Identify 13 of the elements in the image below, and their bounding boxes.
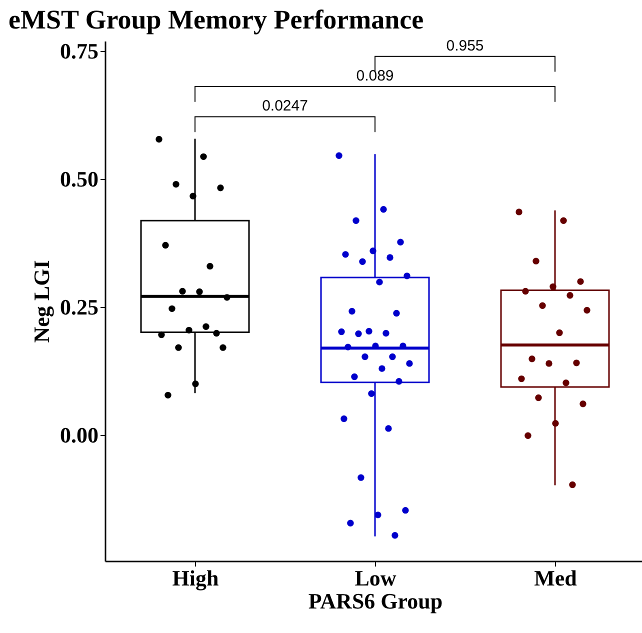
x-axis-title: PARS6 Group: [308, 588, 443, 614]
y-tick-label: 0.75: [60, 38, 98, 64]
annotation: 0.089: [356, 68, 394, 85]
annotation: 0.0247: [262, 98, 308, 115]
y-tick-label: 0.25: [60, 294, 98, 320]
y-tick-label: 0.50: [60, 166, 98, 192]
y-tick-label: 0.00: [60, 422, 98, 448]
x-tick-label: Low: [354, 566, 396, 590]
x-tick-label: High: [172, 566, 219, 590]
y-axis-title: Neg LGI: [29, 260, 54, 343]
x-tick-label: Med: [534, 566, 577, 590]
chart-title: eMST Group Memory Performance: [8, 4, 424, 34]
annotation: 0.955: [446, 37, 484, 54]
